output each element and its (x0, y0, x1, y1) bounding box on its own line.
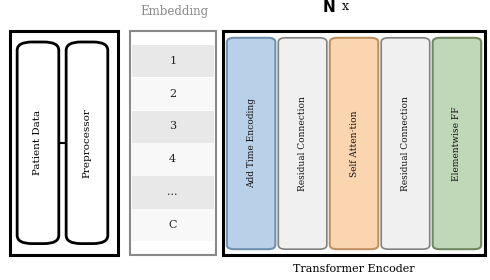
FancyBboxPatch shape (17, 42, 59, 244)
Bar (132, 143, 214, 176)
FancyBboxPatch shape (66, 42, 108, 244)
Text: Embedding: Embedding (140, 5, 208, 18)
Text: Transformer Encoder: Transformer Encoder (293, 264, 415, 274)
FancyBboxPatch shape (433, 38, 481, 249)
Text: Residual Connection: Residual Connection (298, 96, 307, 191)
Text: Self Attenˑtion: Self Attenˑtion (349, 110, 359, 177)
Text: Add Time Encoding: Add Time Encoding (246, 99, 256, 188)
Bar (10, 31, 118, 255)
Bar (132, 45, 214, 77)
Text: Preprocessor: Preprocessor (82, 108, 92, 178)
FancyBboxPatch shape (227, 38, 275, 249)
Bar (132, 111, 214, 143)
FancyBboxPatch shape (381, 38, 430, 249)
Text: x: x (338, 1, 349, 13)
Bar (223, 31, 485, 255)
Text: Elementwise FF: Elementwise FF (452, 106, 462, 181)
Text: 2: 2 (169, 88, 176, 99)
Text: 3: 3 (169, 121, 176, 131)
Text: 1: 1 (169, 56, 176, 66)
Text: 4: 4 (169, 154, 176, 164)
Text: Residual Connection: Residual Connection (401, 96, 410, 191)
Text: C: C (169, 220, 177, 230)
Text: ...: ... (168, 187, 178, 197)
Bar (132, 209, 214, 241)
Text: Patient Data: Patient Data (33, 110, 43, 175)
FancyBboxPatch shape (330, 38, 378, 249)
Text: N: N (323, 0, 336, 15)
FancyBboxPatch shape (278, 38, 327, 249)
Bar (130, 31, 216, 255)
Bar (132, 176, 214, 209)
Bar (132, 78, 214, 110)
